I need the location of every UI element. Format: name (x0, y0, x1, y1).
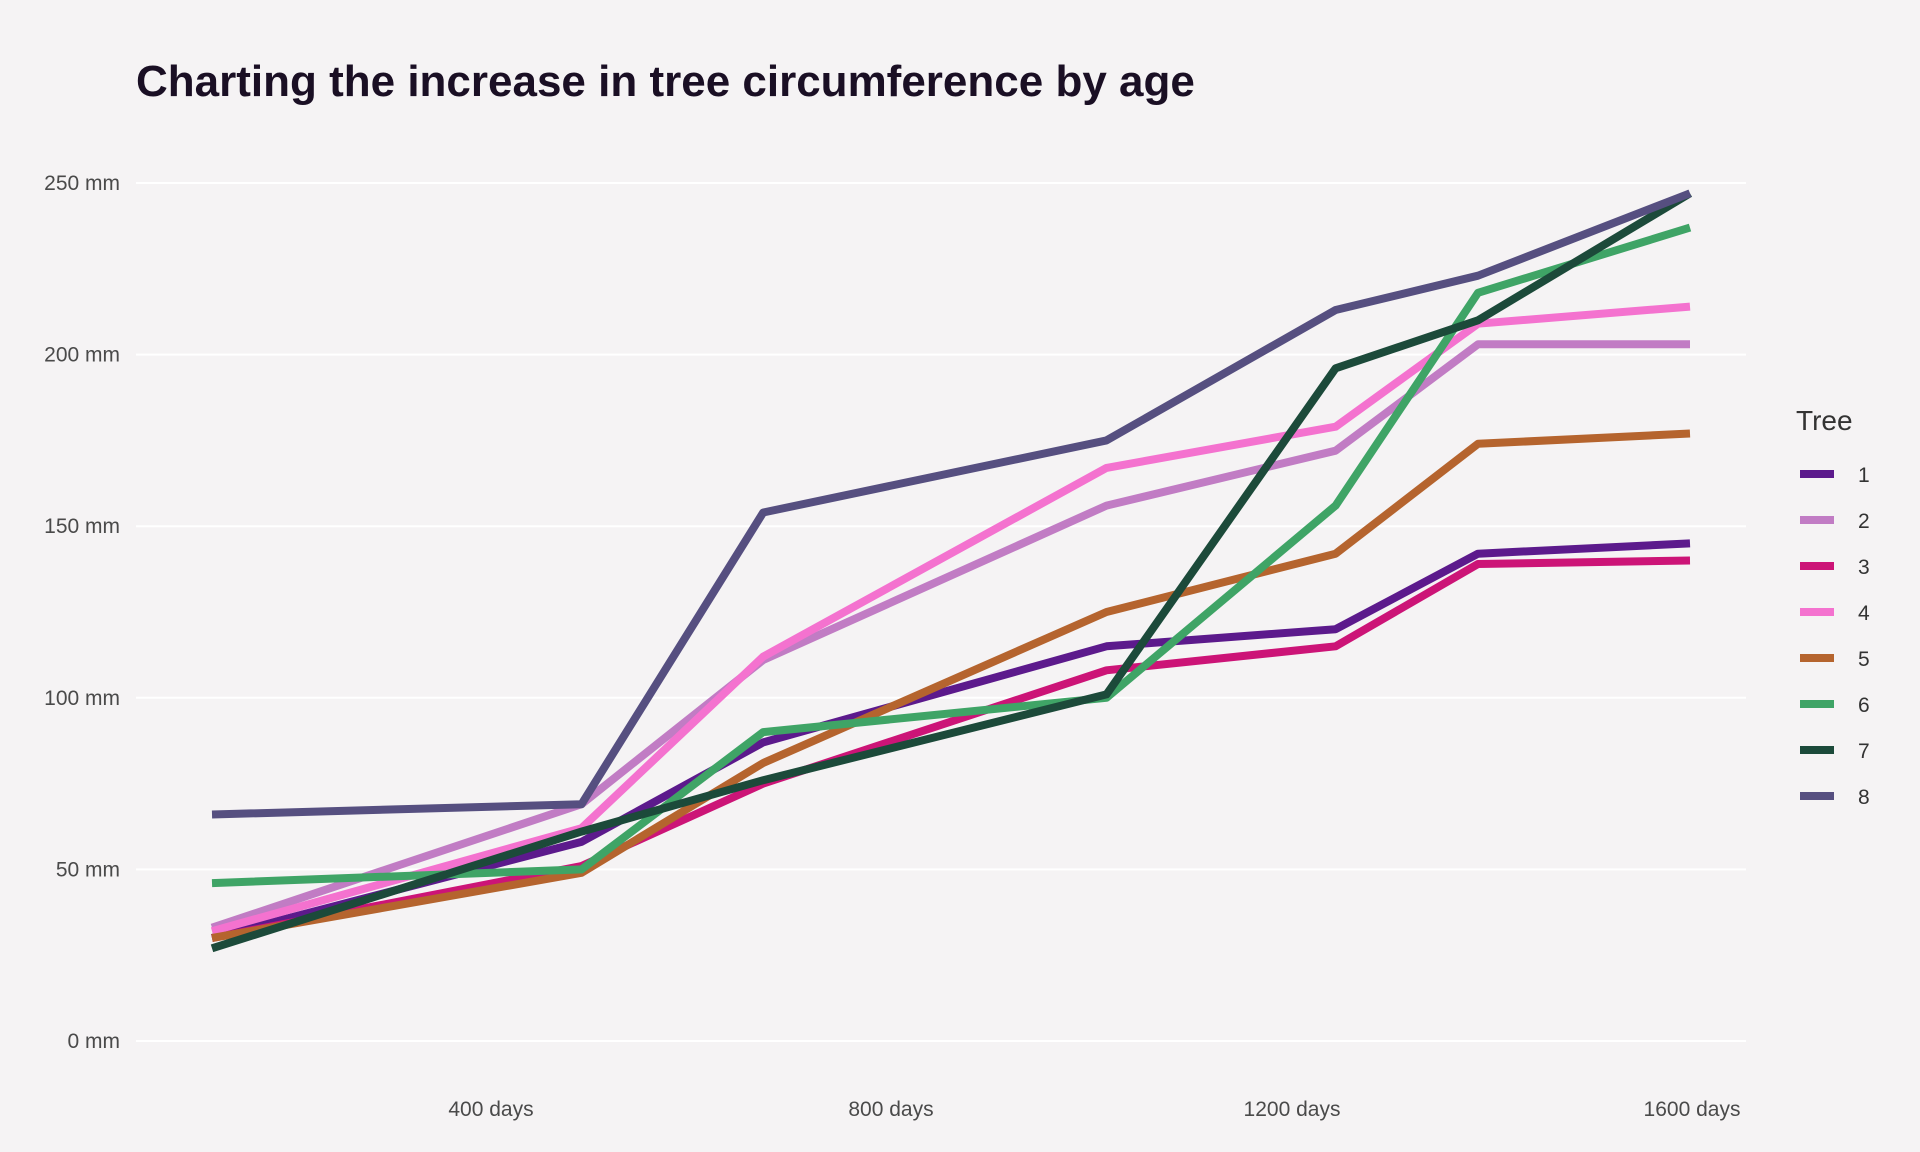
y-tick-label: 50 mm (56, 858, 120, 881)
legend-label-tree-6: 6 (1858, 694, 1870, 717)
legend-label-tree-8: 8 (1858, 786, 1870, 809)
legend-label-tree-1: 1 (1858, 464, 1870, 487)
y-tick-label: 100 mm (44, 687, 120, 710)
x-tick-label: 400 days (448, 1098, 533, 1121)
chart-title: Charting the increase in tree circumfere… (136, 57, 1195, 106)
legend-label-tree-3: 3 (1858, 556, 1870, 579)
y-tick-label: 0 mm (68, 1030, 121, 1053)
x-tick-label: 800 days (848, 1098, 933, 1121)
series-line-tree-2 (210, 340, 1690, 932)
series-line-tree-8 (211, 189, 1692, 819)
y-tick-label: 250 mm (44, 172, 120, 195)
legend-label-tree-4: 4 (1858, 602, 1870, 625)
series-line-tree-7 (210, 189, 1693, 953)
x-tick-label: 1600 days (1644, 1098, 1741, 1121)
series-line-tree-4 (210, 302, 1691, 936)
y-tick-label: 200 mm (44, 344, 120, 367)
legend: Tree 1 2 3 4 5 6 7 8 (1796, 405, 1870, 809)
series-line-tree-1 (210, 539, 1691, 942)
y-tick-label: 150 mm (44, 515, 120, 538)
y-axis-ticks: 0 mm 50 mm 100 mm 150 mm 200 mm 250 mm (44, 172, 120, 1053)
gridlines (136, 182, 1746, 1042)
legend-label-tree-2: 2 (1858, 510, 1870, 533)
series-lines (210, 189, 1693, 953)
legend-title: Tree (1796, 405, 1853, 436)
legend-label-tree-7: 7 (1858, 740, 1870, 763)
x-axis-ticks: 400 days 800 days 1200 days 1600 days (448, 1098, 1740, 1121)
x-tick-label: 1200 days (1244, 1098, 1341, 1121)
legend-label-tree-5: 5 (1858, 648, 1870, 671)
